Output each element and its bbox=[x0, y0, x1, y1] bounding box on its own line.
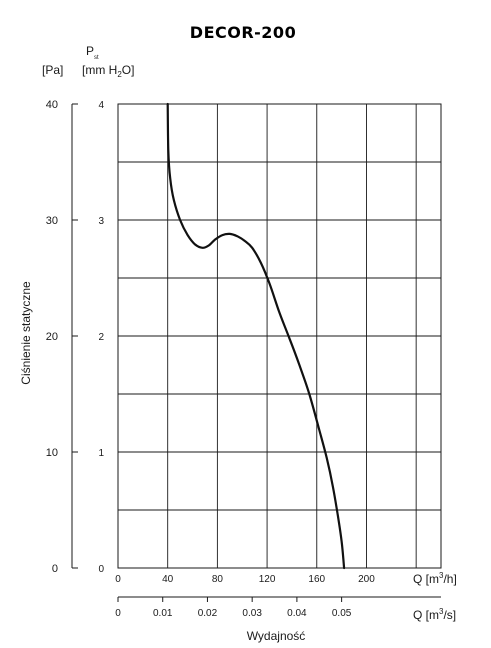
y-tick-label-mmh2o: 1 bbox=[98, 448, 104, 459]
unit-m3s-end: /s] bbox=[443, 608, 456, 622]
x-tick-label-m3s: 0.01 bbox=[153, 608, 173, 619]
y-tick-label-pa: 20 bbox=[46, 331, 58, 343]
y-tick-label-mmh2o: 0 bbox=[98, 564, 104, 575]
unit-m3h-label: Q [m3/h] bbox=[413, 571, 457, 586]
x-tick-label-m3h: 40 bbox=[162, 574, 174, 585]
unit-m3s-label: Q [m3/s] bbox=[413, 607, 456, 622]
y-tick-label-pa: 10 bbox=[46, 447, 58, 459]
x-tick-label-m3h: 120 bbox=[259, 574, 276, 585]
x-tick-label-m3s: 0.04 bbox=[287, 608, 307, 619]
y-axis-label: Ciśnienie statyczne bbox=[19, 281, 33, 385]
x-tick-label-m3h: 0 bbox=[115, 574, 121, 585]
y-tick-label-mmh2o: 2 bbox=[98, 332, 104, 343]
x-tick-label-m3h: 160 bbox=[308, 574, 325, 585]
y-tick-label-mmh2o: 3 bbox=[98, 216, 104, 227]
pressure-symbol-p: P bbox=[86, 44, 94, 58]
unit-mmh2o-end: O] bbox=[122, 63, 135, 77]
unit-m3h-superscript: 3 bbox=[439, 571, 444, 580]
y-tick-label-pa: 30 bbox=[46, 215, 58, 227]
pressure-symbol: Pst bbox=[86, 44, 99, 61]
unit-pa-label: [Pa] bbox=[42, 63, 63, 77]
y-tick-label-mmh2o: 4 bbox=[98, 100, 104, 111]
unit-mmh2o-main: [mm H bbox=[82, 63, 117, 77]
x-tick-label-m3s: 0.02 bbox=[198, 608, 218, 619]
y-tick-label-pa: 0 bbox=[52, 563, 58, 575]
chart-title: DECOR-200 bbox=[190, 23, 296, 42]
unit-m3h-main: Q [m bbox=[413, 572, 439, 586]
unit-mmh2o-label: [mm H2O] bbox=[82, 63, 134, 79]
unit-m3s-main: Q [m bbox=[413, 608, 439, 622]
unit-mmh2o-subscript: 2 bbox=[117, 70, 122, 79]
unit-m3s-superscript: 3 bbox=[439, 607, 444, 616]
x-tick-label-m3h: 80 bbox=[212, 574, 224, 585]
fan-curve-line bbox=[166, 102, 346, 570]
x-tick-label-m3s: 0.03 bbox=[242, 608, 262, 619]
x-tick-label-m3s: 0.05 bbox=[332, 608, 352, 619]
pressure-symbol-subscript: st bbox=[94, 55, 99, 61]
x-tick-label-m3h: 200 bbox=[358, 574, 375, 585]
unit-m3h-end: /h] bbox=[443, 572, 456, 586]
x-tick-label-m3s: 0 bbox=[115, 608, 121, 619]
x-axis-label: Wydajność bbox=[247, 629, 306, 643]
y-tick-label-pa: 40 bbox=[46, 99, 58, 111]
